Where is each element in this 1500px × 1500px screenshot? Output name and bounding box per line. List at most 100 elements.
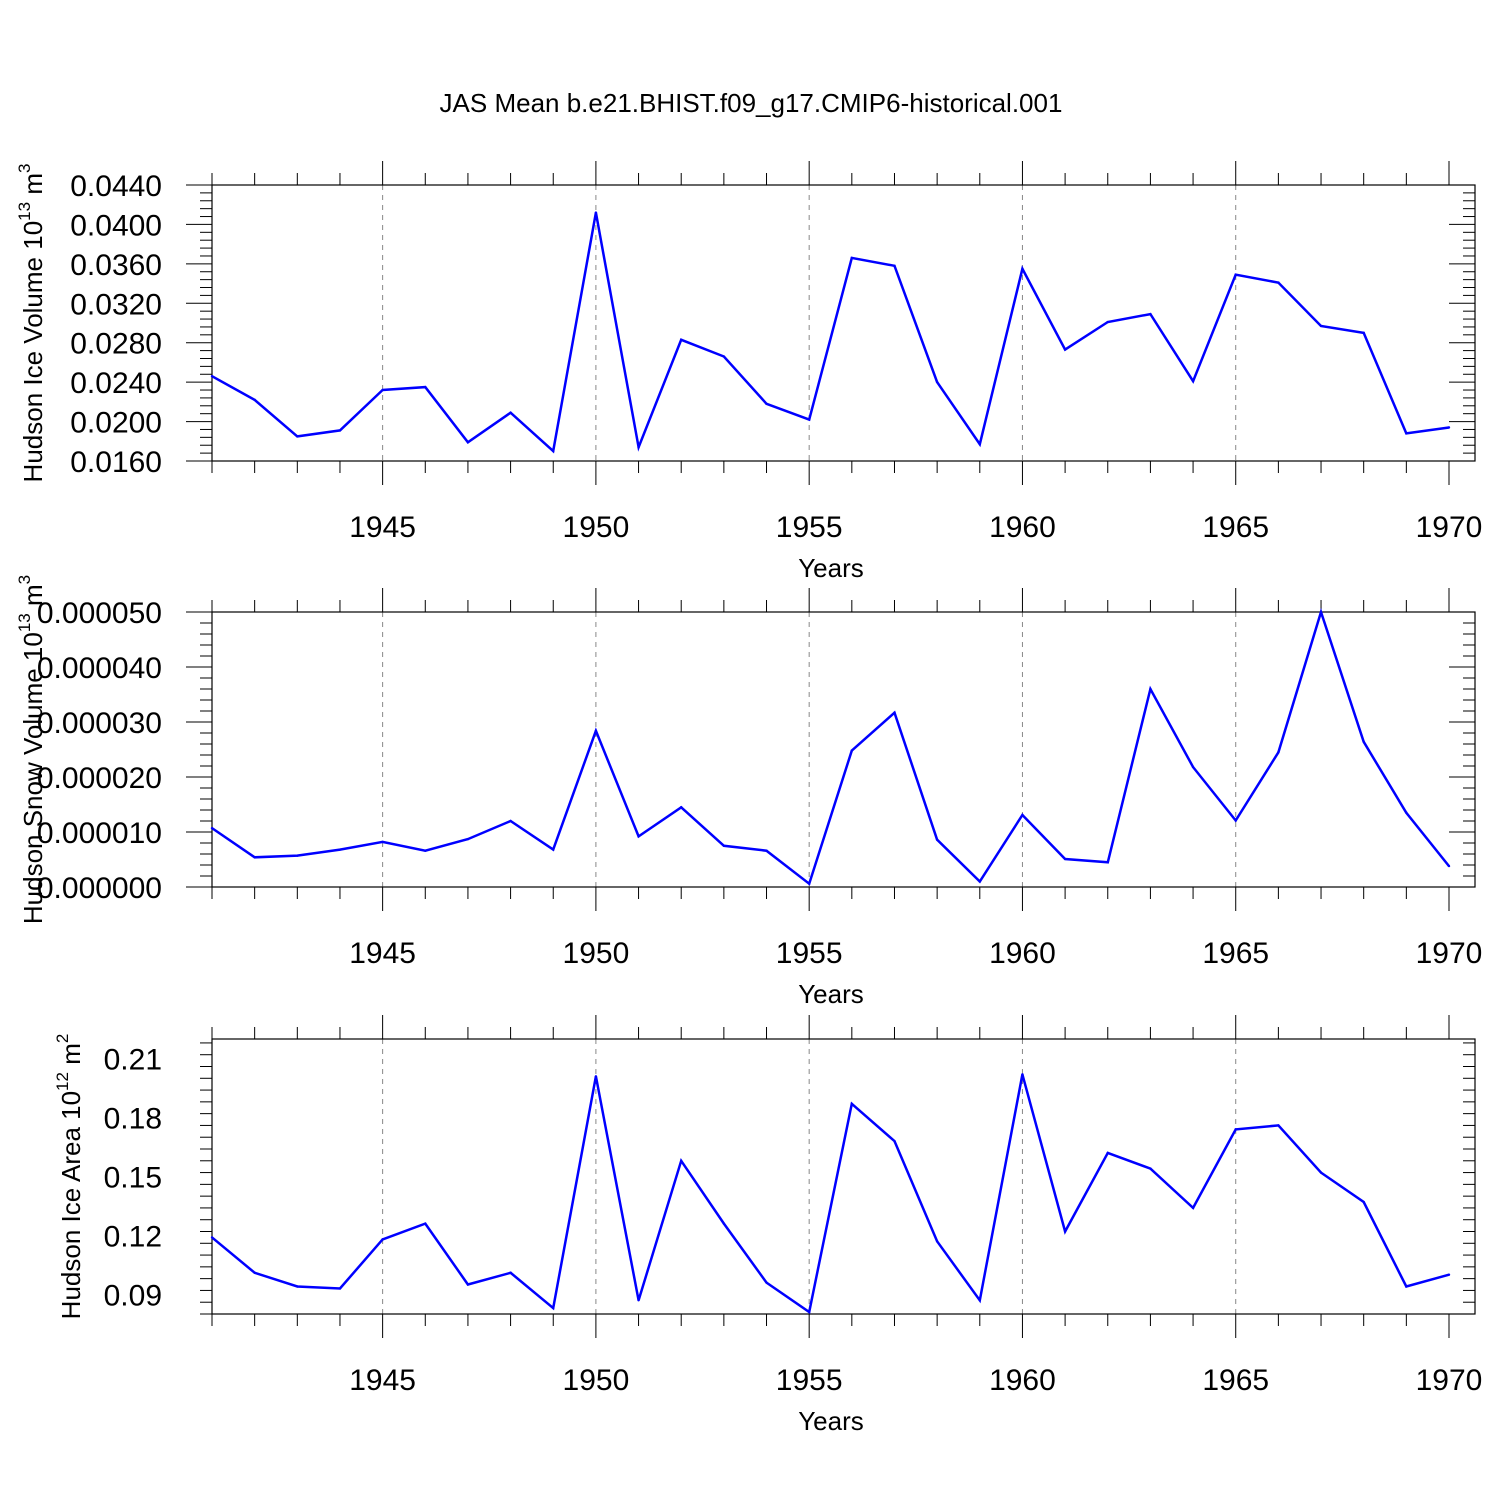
series-line bbox=[211, 607, 1450, 886]
data-point bbox=[1405, 432, 1408, 435]
data-point bbox=[466, 837, 470, 841]
data-point bbox=[1447, 864, 1451, 868]
y-tick-label: 0.000030 bbox=[37, 707, 162, 740]
data-point bbox=[1447, 426, 1451, 429]
data-point bbox=[296, 435, 299, 438]
x-tick-label: 1970 bbox=[1416, 937, 1483, 970]
y-axis-label-part: Hudson Snow Volume 10 bbox=[18, 632, 48, 924]
data-point bbox=[424, 849, 427, 852]
y-tick-label: 0.0440 bbox=[70, 170, 162, 203]
y-tick-label: 0.09 bbox=[104, 1279, 162, 1312]
y-axis-label-part: m bbox=[18, 173, 48, 202]
data-point bbox=[466, 441, 470, 444]
x-tick-label: 1965 bbox=[1202, 511, 1269, 544]
data-point bbox=[1191, 765, 1195, 769]
y-tick-label: 0.000050 bbox=[37, 597, 162, 630]
chart-title: JAS Mean b.e21.BHIST.f09_g17.CMIP6-histo… bbox=[440, 88, 1063, 118]
data-point bbox=[1191, 1206, 1195, 1210]
y-tick-label: 0.000010 bbox=[37, 817, 162, 850]
y-tick-label: 0.0360 bbox=[70, 249, 162, 282]
data-point bbox=[1106, 861, 1109, 864]
y-axis-label-part: m bbox=[18, 584, 48, 613]
data-point bbox=[338, 848, 342, 851]
data-point bbox=[722, 844, 726, 847]
x-tick-label: 1955 bbox=[776, 511, 843, 544]
data-point bbox=[1149, 687, 1152, 691]
x-axis-label: Years bbox=[798, 979, 864, 1009]
data-point bbox=[1106, 1151, 1109, 1155]
data-point bbox=[637, 446, 640, 449]
data-point bbox=[935, 838, 939, 841]
data-point bbox=[424, 385, 427, 389]
data-point bbox=[594, 1075, 598, 1078]
panel-1: 1945 1950 1955 1960 1965 1970 Years 0.0160 0.020… bbox=[15, 161, 1482, 583]
x-tick-label: 1945 bbox=[349, 511, 416, 544]
data-point bbox=[1063, 348, 1067, 351]
y-tick-label: 0.000000 bbox=[37, 872, 162, 905]
data-point bbox=[552, 449, 555, 453]
data-point bbox=[978, 443, 981, 446]
data-point bbox=[893, 264, 896, 268]
x-tick-label: 1965 bbox=[1202, 1364, 1269, 1397]
data-point bbox=[338, 1287, 342, 1290]
data-point bbox=[637, 835, 640, 838]
y-axis-label-superscript: 3 bbox=[15, 164, 34, 173]
data-point bbox=[338, 429, 342, 432]
data-point bbox=[381, 388, 384, 392]
data-point bbox=[1234, 273, 1237, 276]
y-axis-label-part: Hudson Ice Area 10 bbox=[56, 1091, 86, 1319]
y-tick-label: 0.0400 bbox=[70, 209, 162, 242]
data-point bbox=[1106, 320, 1109, 324]
data-point bbox=[509, 1271, 512, 1274]
data-point bbox=[807, 882, 811, 885]
data-point bbox=[210, 1236, 214, 1239]
y-tick-label: 0.0320 bbox=[70, 288, 162, 321]
series-line bbox=[211, 1074, 1450, 1315]
data-point bbox=[466, 1283, 470, 1286]
plot-frame bbox=[211, 184, 1476, 462]
data-point bbox=[1234, 819, 1237, 822]
data-point bbox=[1234, 1128, 1237, 1131]
x-tick-label: 1955 bbox=[776, 937, 843, 970]
data-point bbox=[253, 1271, 256, 1274]
data-point bbox=[296, 854, 299, 857]
y-axis-label: Hudson Ice Area 1012 m2 bbox=[53, 1034, 86, 1320]
data-point bbox=[1149, 1167, 1152, 1170]
data-point bbox=[850, 749, 854, 752]
data-point bbox=[381, 840, 384, 844]
data-point bbox=[1319, 1171, 1323, 1174]
data-point bbox=[680, 338, 683, 341]
data-point bbox=[1362, 331, 1365, 335]
y-tick-label: 0.0280 bbox=[70, 328, 162, 361]
y-axis-label-superscript: 2 bbox=[53, 1034, 72, 1043]
y-axis-label-superscript: 13 bbox=[15, 202, 34, 221]
y-tick-label: 0.21 bbox=[104, 1044, 162, 1077]
data-point bbox=[594, 729, 598, 732]
x-tick-label: 1970 bbox=[1416, 1364, 1483, 1397]
y-axis-label-superscript: 13 bbox=[15, 613, 34, 632]
y-tick-label: 0.0200 bbox=[70, 407, 162, 440]
data-point bbox=[509, 819, 512, 823]
data-point bbox=[765, 1281, 768, 1284]
data-point bbox=[893, 1139, 896, 1143]
y-axis-label: Hudson Ice Volume 1013 m3 bbox=[15, 164, 48, 483]
data-point bbox=[381, 1238, 384, 1241]
y-tick-label: 0.18 bbox=[104, 1103, 162, 1136]
data-point bbox=[1063, 857, 1067, 861]
x-tick-label: 1970 bbox=[1416, 511, 1483, 544]
data-point bbox=[850, 256, 854, 260]
data-point bbox=[210, 375, 214, 378]
y-tick-label: 0.0240 bbox=[70, 367, 162, 400]
data-point bbox=[253, 856, 256, 859]
data-point bbox=[935, 380, 939, 384]
data-point bbox=[765, 849, 768, 852]
data-point bbox=[552, 848, 555, 851]
x-tick-label: 1960 bbox=[989, 1364, 1056, 1397]
data-point bbox=[1021, 813, 1024, 817]
x-axis-label: Years bbox=[798, 1406, 864, 1436]
data-point bbox=[1405, 1285, 1408, 1288]
data-point bbox=[253, 398, 256, 402]
x-tick-label: 1950 bbox=[563, 937, 630, 970]
y-tick-label: 0.000040 bbox=[37, 652, 162, 685]
